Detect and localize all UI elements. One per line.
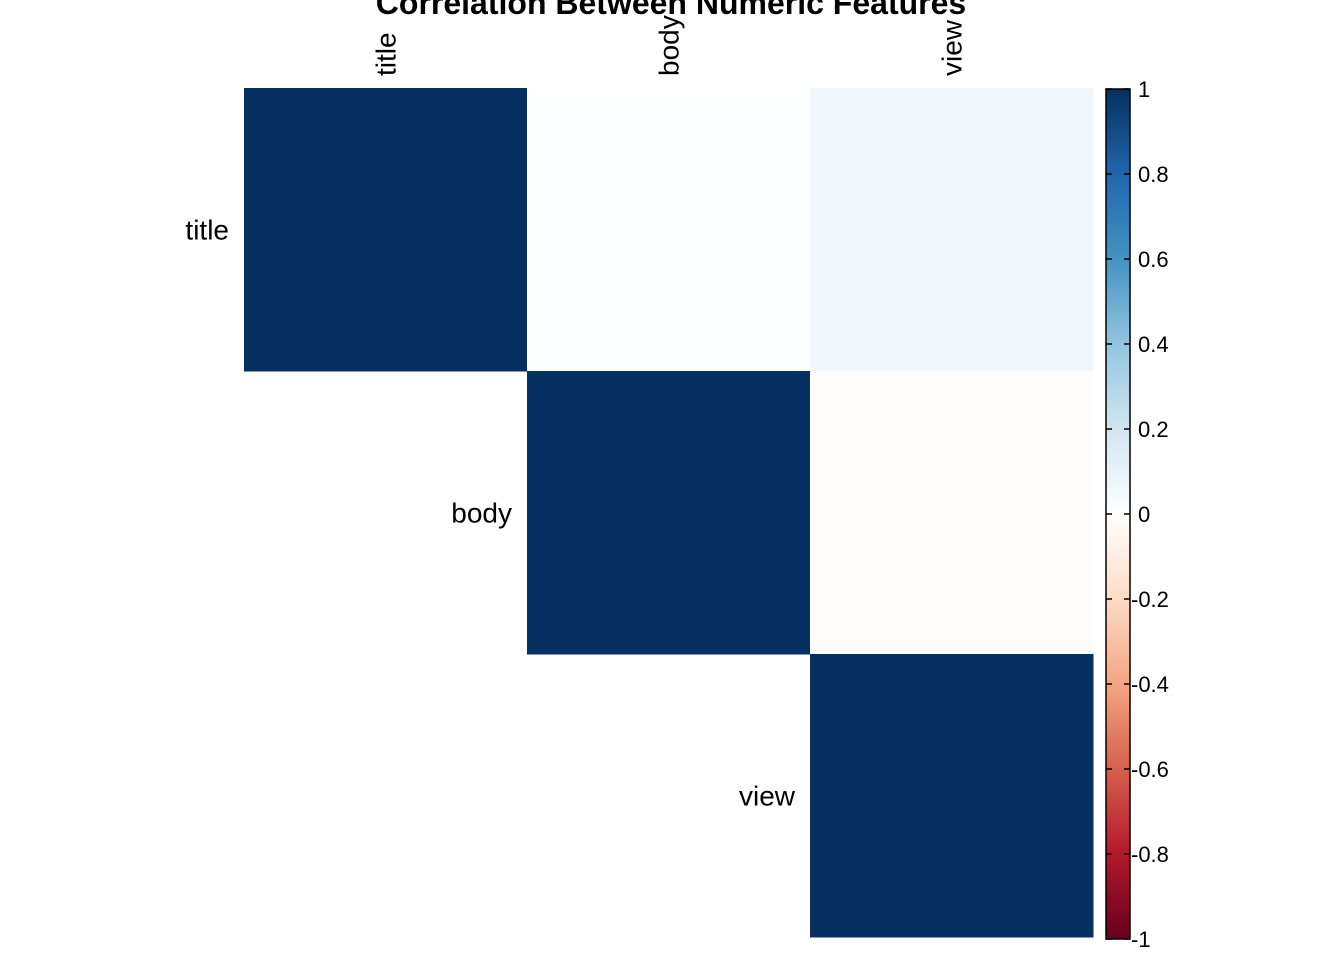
colorbar-tick-label: 1: [1138, 77, 1150, 102]
column-label-view: view: [937, 19, 968, 76]
colorbar-tick-label: -0.8: [1131, 842, 1169, 867]
colorbar: 1 0.8 0.6 0.4 0.2 0 -0.2 -0.4 -0.6 -0.8 -1: [1105, 77, 1169, 952]
column-label-title: title: [371, 32, 402, 76]
row-label-body: body: [451, 498, 512, 529]
heatmap-cell-title-body: [527, 88, 811, 372]
column-label-body: body: [654, 15, 685, 76]
heatmap-cells: [244, 88, 1094, 938]
colorbar-tick-label: 0: [1138, 502, 1150, 527]
colorbar-tick-label: -0.2: [1131, 587, 1169, 612]
row-label-title: title: [185, 215, 229, 246]
heatmap-cell-body-view: [810, 371, 1094, 655]
colorbar-tick-label: 0.2: [1138, 417, 1169, 442]
colorbar-tick-label: 0.6: [1138, 247, 1169, 272]
colorbar-tick-label: 0.4: [1138, 332, 1169, 357]
colorbar-tick-label: -0.4: [1131, 672, 1169, 697]
heatmap-cell-body-body: [527, 371, 811, 655]
row-labels: title body view: [185, 215, 795, 812]
colorbar-tick-label: -1: [1131, 927, 1151, 952]
row-label-view: view: [739, 781, 796, 812]
heatmap-cell-view-view: [810, 654, 1094, 938]
chart-title: Correlation Between Numeric Features: [376, 0, 966, 21]
heatmap-cell-title-view: [810, 88, 1094, 372]
colorbar-tick-label: 0.8: [1138, 162, 1169, 187]
column-labels: title body view: [371, 15, 968, 76]
heatmap-cell-title-title: [244, 88, 528, 372]
colorbar-tick-label: -0.6: [1131, 757, 1169, 782]
